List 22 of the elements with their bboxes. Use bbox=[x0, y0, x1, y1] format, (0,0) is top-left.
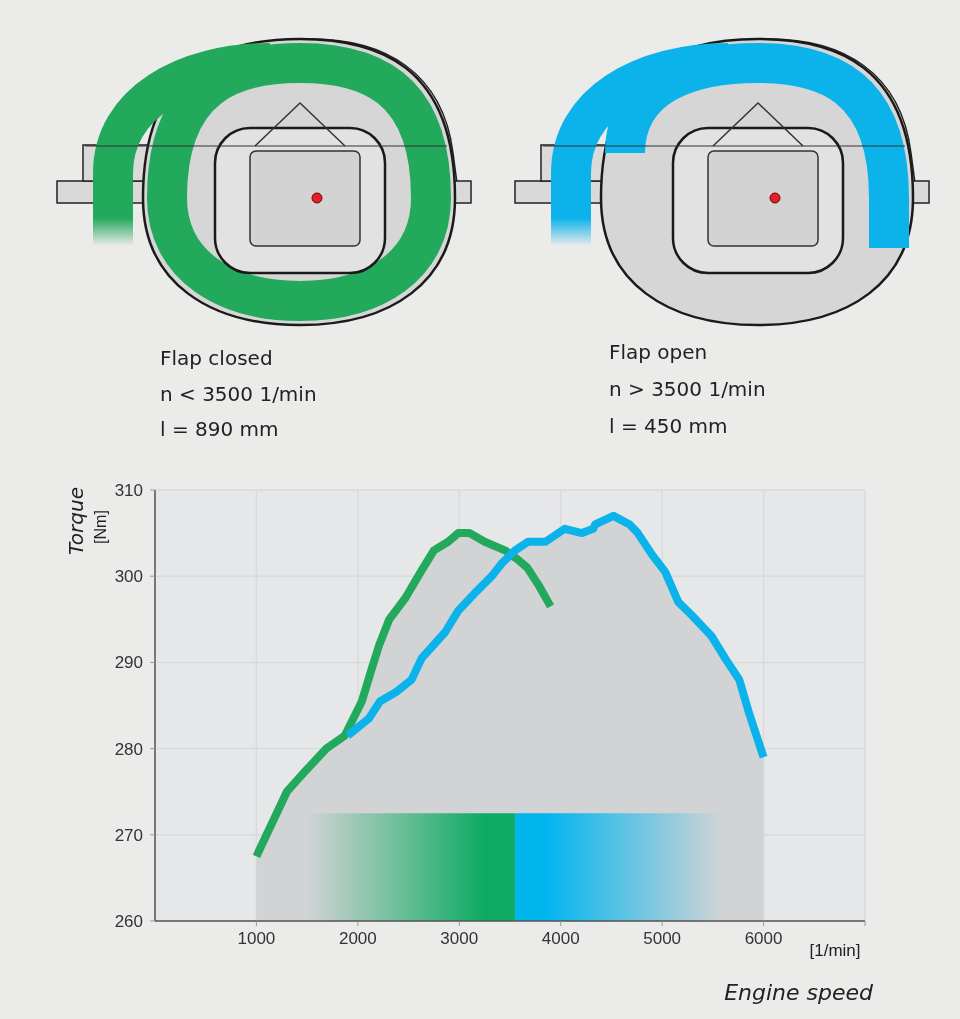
y-tick-label: 260 bbox=[114, 912, 143, 932]
y-tick-label: 310 bbox=[114, 481, 143, 501]
text: Flap closed bbox=[160, 346, 273, 370]
text: [1/min] bbox=[809, 941, 861, 961]
y-tick-label: 280 bbox=[114, 739, 143, 759]
x-tick-label: 2000 bbox=[338, 929, 377, 949]
text: n > 3500 1/min bbox=[609, 377, 766, 401]
text: l = 450 mm bbox=[609, 414, 728, 438]
x-tick-label: 5000 bbox=[643, 929, 682, 949]
text: l = 890 mm bbox=[160, 417, 279, 441]
x-tick-label: 4000 bbox=[541, 929, 580, 949]
text: Flap open bbox=[609, 340, 708, 364]
x-tick-label: 3000 bbox=[440, 929, 479, 949]
x-axis-title: Engine speed bbox=[724, 980, 873, 1006]
text: [Nm] bbox=[91, 510, 110, 544]
y-tick-label: 300 bbox=[114, 567, 143, 587]
y-tick-label: 270 bbox=[114, 825, 143, 845]
y-axis-title: Torque bbox=[63, 487, 88, 555]
text: n < 3500 1/min bbox=[160, 382, 317, 406]
y-tick-label: 290 bbox=[114, 653, 143, 673]
x-tick-label: 1000 bbox=[237, 929, 276, 949]
x-tick-label: 6000 bbox=[744, 929, 783, 949]
